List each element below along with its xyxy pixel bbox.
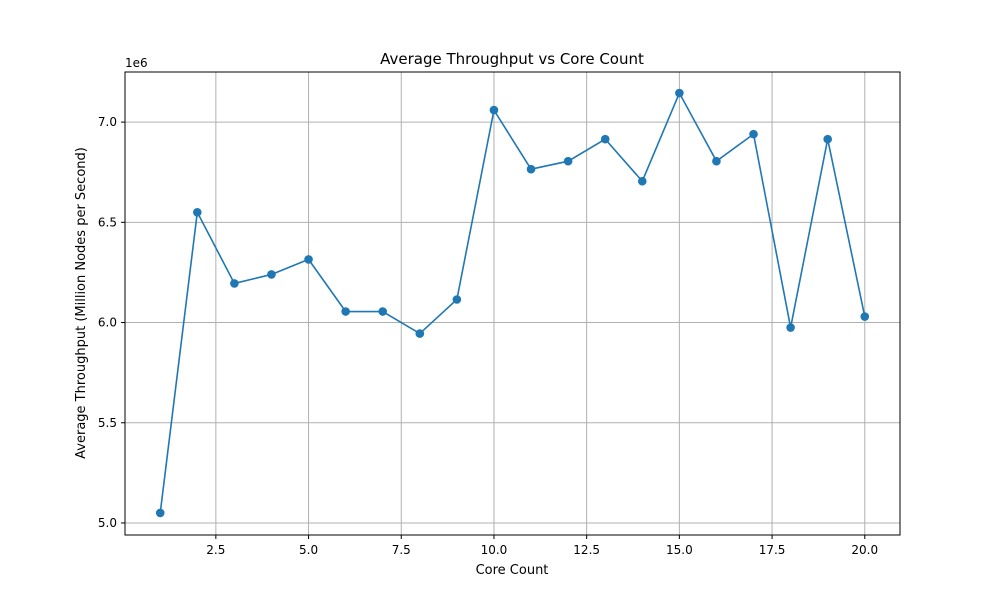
x-tick-label: 15.0 xyxy=(666,543,693,557)
data-point xyxy=(600,134,610,144)
x-tick-label: 10.0 xyxy=(481,543,508,557)
data-point xyxy=(563,156,573,166)
y-tick-label: 5.5 xyxy=(98,416,117,430)
plot-frame xyxy=(124,71,901,536)
data-point xyxy=(823,134,832,144)
y-axis-label: Average Throughput (Million Nodes per Se… xyxy=(74,147,89,459)
chart-title: Average Throughput vs Core Count xyxy=(380,50,644,68)
data-point xyxy=(637,176,647,186)
data-point xyxy=(452,295,462,304)
data-point xyxy=(155,508,165,518)
data-point xyxy=(304,255,313,264)
data-point xyxy=(786,323,795,332)
x-tick-label: 5.0 xyxy=(299,543,318,557)
grid xyxy=(125,72,900,535)
data-point xyxy=(489,105,499,115)
y-tick-label: 6.0 xyxy=(98,316,117,330)
data-point xyxy=(675,88,684,98)
x-axis-label: Core Count xyxy=(476,563,549,578)
axis-ticks: 2.5 5.0 7.5 10.0 12.5 15.0 17.5 20.0 5.0 5.5 6.0 6.… xyxy=(98,115,878,557)
data-point xyxy=(267,270,276,279)
x-tick-label: 7.5 xyxy=(392,543,411,557)
x-tick-label: 20.0 xyxy=(851,543,878,557)
y-tick-label: 6.5 xyxy=(98,215,117,229)
data-point xyxy=(860,312,870,321)
series-line xyxy=(159,91,866,514)
data-point xyxy=(230,279,239,288)
data-point xyxy=(415,329,425,338)
data-point xyxy=(526,164,536,174)
data-point xyxy=(378,307,388,316)
series-layer xyxy=(155,88,870,518)
y-axis-offset-label: 1e6 xyxy=(125,56,148,70)
data-point xyxy=(193,208,202,217)
data-point xyxy=(749,129,758,139)
y-tick-label: 5.0 xyxy=(98,516,117,530)
x-tick-label: 17.5 xyxy=(759,543,786,557)
x-tick-label: 12.5 xyxy=(573,543,600,557)
y-tick-label: 7.0 xyxy=(98,115,117,129)
x-tick-label: 2.5 xyxy=(206,543,225,557)
data-point xyxy=(341,307,350,316)
data-point xyxy=(712,156,721,166)
